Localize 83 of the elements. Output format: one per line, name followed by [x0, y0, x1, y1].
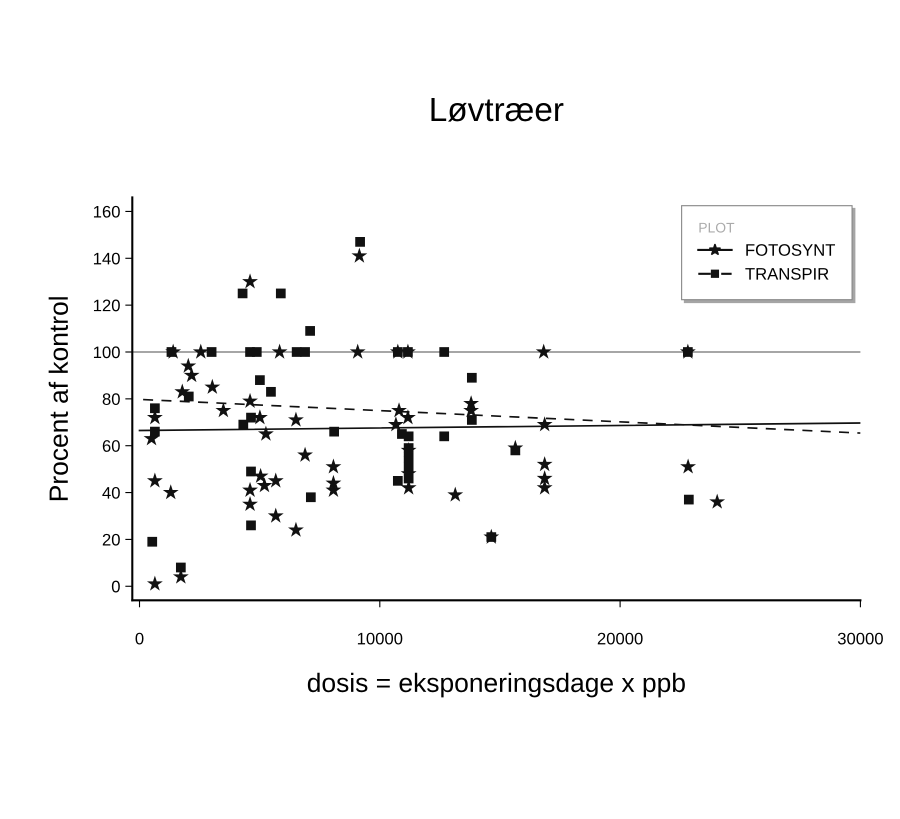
- point: [150, 426, 160, 437]
- point: [400, 409, 416, 424]
- point: [355, 237, 365, 247]
- point: [266, 386, 276, 397]
- point: [184, 367, 200, 382]
- point: [404, 462, 414, 472]
- point: [350, 344, 366, 359]
- point: [305, 326, 315, 336]
- point: [150, 403, 160, 414]
- point: [447, 486, 464, 502]
- point: [215, 402, 232, 418]
- point: [184, 392, 194, 402]
- point: [162, 484, 179, 500]
- point: [276, 288, 286, 298]
- legend-title: PLOT: [699, 222, 734, 233]
- y-tick-label: 100: [94, 346, 120, 358]
- point: [329, 426, 340, 437]
- point: [709, 494, 726, 509]
- point: [242, 482, 258, 497]
- point: [268, 508, 284, 523]
- point: [242, 496, 258, 512]
- point: [246, 466, 256, 476]
- point: [536, 456, 553, 472]
- point: [246, 412, 256, 422]
- x-axis-title: dosis = eksponeringsdage x ppb: [308, 672, 685, 698]
- point: [238, 420, 248, 430]
- point: [180, 358, 196, 373]
- point: [258, 426, 274, 441]
- point: [391, 402, 407, 418]
- y-tick-label: 0: [112, 580, 120, 592]
- point: [288, 412, 304, 427]
- y-axis-title: Procent af kontrol: [48, 297, 68, 500]
- x-tick-label: 10000: [358, 632, 402, 645]
- point: [176, 562, 186, 572]
- y-tick-label: 160: [94, 206, 120, 218]
- point: [256, 477, 272, 492]
- point: [206, 347, 216, 357]
- point: [536, 416, 553, 432]
- legend-label: TRANSPIR: [745, 268, 828, 280]
- y-tick-label: 20: [102, 534, 120, 546]
- point: [146, 472, 163, 488]
- point: [238, 288, 248, 298]
- point: [388, 416, 404, 432]
- point: [146, 576, 163, 591]
- y-tick-label: 120: [94, 300, 120, 312]
- point: [288, 522, 304, 537]
- point: [268, 472, 284, 488]
- point: [466, 415, 477, 425]
- point: [297, 446, 313, 462]
- point: [246, 520, 256, 530]
- point: [404, 474, 414, 484]
- point: [242, 273, 258, 288]
- point: [204, 378, 220, 394]
- point: [351, 248, 368, 263]
- point: [300, 347, 310, 357]
- point: [536, 470, 553, 486]
- x-tick-label: 0: [136, 632, 144, 645]
- point: [306, 492, 316, 502]
- legend-label: FOTOSYNT: [746, 244, 836, 256]
- x-tick-label: 30000: [838, 632, 883, 645]
- point: [536, 480, 553, 495]
- point: [272, 344, 288, 359]
- point: [684, 494, 694, 504]
- point: [680, 458, 696, 474]
- point: [192, 344, 209, 359]
- point: [242, 392, 258, 408]
- point: [326, 458, 342, 474]
- point: [392, 476, 403, 486]
- x-tick-label: 20000: [598, 632, 643, 645]
- y-tick-label: 140: [94, 252, 120, 264]
- point: [404, 431, 414, 442]
- point: [255, 375, 265, 385]
- point: [439, 347, 450, 357]
- point: [147, 536, 158, 547]
- y-tick-label: 80: [102, 393, 120, 406]
- point: [439, 431, 450, 442]
- chart-title: Løvtræer: [431, 98, 564, 122]
- point: [466, 372, 477, 383]
- point: [536, 344, 552, 359]
- point: [252, 347, 262, 357]
- y-tick-label: 40: [102, 486, 120, 499]
- point: [404, 452, 414, 462]
- y-tick-label: 60: [102, 440, 120, 452]
